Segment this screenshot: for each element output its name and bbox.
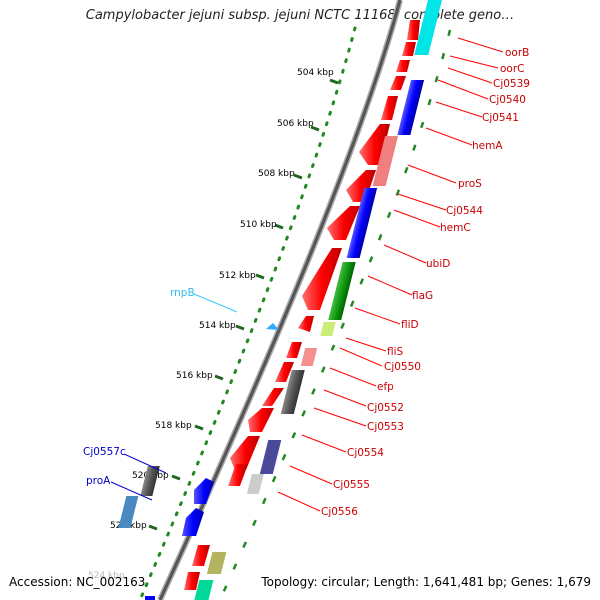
gene-label[interactable]: Cj0554 bbox=[347, 447, 384, 459]
cds-gray[interactable] bbox=[280, 370, 305, 414]
gene-label[interactable]: efp bbox=[377, 381, 394, 393]
cds-forward[interactable] bbox=[381, 96, 398, 120]
cds-reverse-left[interactable] bbox=[194, 478, 214, 504]
cds-reverse[interactable] bbox=[346, 188, 378, 258]
proA-leader bbox=[110, 481, 153, 501]
cds-forward[interactable] bbox=[346, 170, 376, 202]
cds-forward[interactable] bbox=[327, 206, 360, 240]
cds-forward[interactable] bbox=[192, 545, 210, 566]
gene-label[interactable]: hemC bbox=[440, 222, 471, 234]
left-features bbox=[118, 466, 214, 600]
gene-label[interactable]: Cj0544 bbox=[446, 205, 483, 217]
gene-label[interactable]: Cj0556 bbox=[321, 506, 358, 518]
forward-strand bbox=[184, 20, 420, 590]
cj0557c-leader bbox=[123, 453, 167, 474]
cds-forward[interactable] bbox=[402, 42, 416, 56]
rnpB-leader bbox=[193, 293, 238, 313]
gene-label[interactable]: fliS bbox=[387, 346, 404, 358]
cds-reverse-light[interactable] bbox=[372, 136, 399, 186]
cds-forward[interactable] bbox=[228, 464, 248, 486]
cds-forward[interactable] bbox=[390, 76, 406, 90]
tick-label: 504 kbp bbox=[297, 68, 334, 78]
cds-forward[interactable] bbox=[298, 316, 314, 332]
accession-text: Accession: NC_002163 bbox=[9, 575, 146, 589]
cds-forward[interactable] bbox=[275, 362, 294, 382]
tick-label: 514 kbp bbox=[199, 321, 236, 331]
gene-label[interactable]: Cj0553 bbox=[367, 421, 404, 433]
gene-label[interactable]: Cj0552 bbox=[367, 402, 404, 414]
gene-label[interactable]: flaG bbox=[412, 290, 433, 302]
tick-label: 516 kbp bbox=[176, 371, 213, 381]
rna-label[interactable]: rnpB bbox=[170, 287, 195, 299]
cds-teal[interactable] bbox=[194, 580, 214, 600]
cds-flag[interactable] bbox=[328, 262, 356, 320]
tick-circle bbox=[138, 26, 357, 600]
gene-label[interactable]: proA bbox=[86, 475, 111, 487]
label-leaders bbox=[277, 37, 504, 512]
cds-forward[interactable] bbox=[286, 342, 302, 358]
map-title: Campylobacter jejuni subsp. jejuni NCTC … bbox=[85, 8, 515, 23]
cds-blue-edge[interactable] bbox=[145, 596, 155, 600]
tick-label: 524 kbp bbox=[88, 571, 125, 581]
gene-label[interactable]: Cj0540 bbox=[489, 94, 526, 106]
cds-light[interactable] bbox=[300, 348, 318, 366]
tick-label: 518 kbp bbox=[155, 421, 192, 431]
cds-steel-left[interactable] bbox=[118, 496, 139, 528]
cds-forward[interactable] bbox=[230, 436, 260, 470]
gene-label[interactable]: hemA bbox=[472, 140, 503, 152]
gene-label[interactable]: Cj0541 bbox=[482, 112, 519, 124]
cds-forward[interactable] bbox=[396, 60, 410, 72]
inner-track bbox=[194, 0, 442, 600]
cds-gray-left[interactable] bbox=[140, 466, 160, 496]
gene-label[interactable]: Cj0539 bbox=[493, 78, 530, 90]
gene-label[interactable]: Cj0555 bbox=[333, 479, 370, 491]
gene-label[interactable]: ubiD bbox=[426, 258, 450, 270]
cds-forward[interactable] bbox=[262, 388, 284, 406]
gene-label[interactable]: fliD bbox=[401, 319, 419, 331]
rnpB-marker[interactable] bbox=[266, 323, 279, 330]
topology-text: Topology: circular; Length: 1,641,481 bp… bbox=[261, 575, 591, 589]
cds-forward[interactable] bbox=[248, 408, 274, 432]
backbone-inner bbox=[158, 0, 402, 600]
cds-rna[interactable] bbox=[414, 0, 442, 55]
gene-label[interactable]: Cj0557c bbox=[83, 446, 126, 458]
gene-label[interactable]: Cj0550 bbox=[384, 361, 421, 373]
cds-olive[interactable] bbox=[206, 552, 227, 574]
cds-forward[interactable] bbox=[184, 572, 200, 590]
gene-label[interactable]: oorB bbox=[505, 47, 529, 59]
gene-label[interactable]: proS bbox=[458, 178, 482, 190]
cds-reverse-left[interactable] bbox=[182, 508, 204, 536]
tick-label: 506 kbp bbox=[277, 119, 314, 129]
tick-marks bbox=[148, 78, 339, 531]
cds-forward[interactable] bbox=[407, 20, 420, 40]
cds-light-gray[interactable] bbox=[246, 474, 264, 494]
cds-reverse[interactable] bbox=[397, 80, 425, 135]
tick-label: 510 kbp bbox=[240, 220, 277, 230]
cds-purple[interactable] bbox=[259, 440, 282, 474]
cds-forward[interactable] bbox=[302, 248, 342, 310]
cds-flag-small[interactable] bbox=[320, 322, 336, 336]
gene-label[interactable]: oorC bbox=[500, 63, 525, 75]
tick-label: 512 kbp bbox=[219, 271, 256, 281]
tick-label: 508 kbp bbox=[258, 169, 295, 179]
